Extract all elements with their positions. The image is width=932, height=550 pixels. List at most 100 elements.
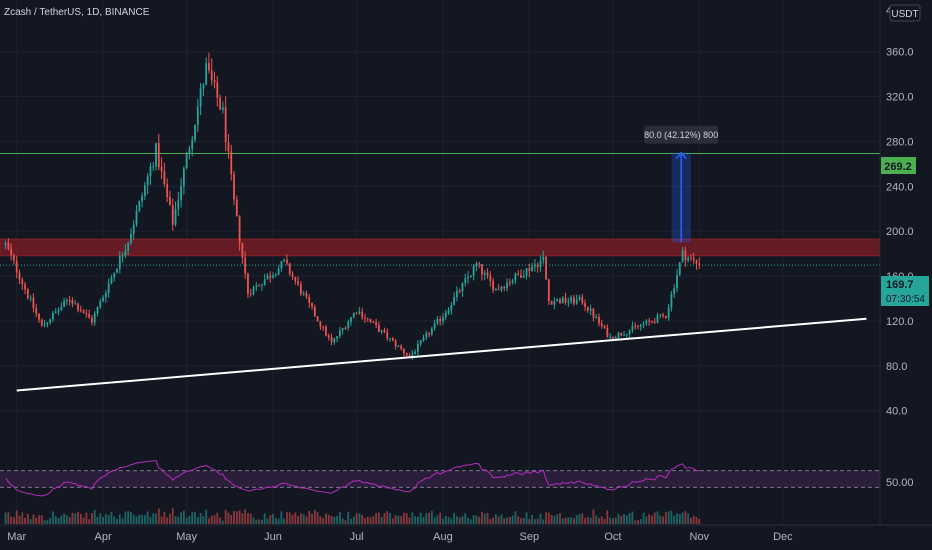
volume-bar bbox=[102, 516, 104, 524]
volume-bar bbox=[194, 512, 196, 524]
candle-body bbox=[467, 277, 469, 279]
volume-bar bbox=[238, 510, 241, 524]
resistance-zone[interactable] bbox=[0, 238, 881, 257]
candle-body bbox=[13, 255, 15, 261]
candle-body bbox=[319, 321, 322, 327]
candle-body bbox=[692, 257, 695, 260]
candle-body bbox=[433, 323, 436, 329]
volume-bar bbox=[277, 518, 280, 524]
price-axis[interactable]: 40.080.0120.0160.0200.0240.0280.0320.036… bbox=[886, 47, 914, 418]
volume-bar bbox=[598, 517, 600, 524]
candle-body bbox=[10, 249, 13, 256]
volume-bar bbox=[417, 516, 419, 524]
volume-bar bbox=[595, 515, 598, 524]
volume-bar bbox=[414, 516, 417, 524]
volume-bar bbox=[322, 517, 325, 524]
candle-body bbox=[333, 338, 336, 343]
candle-body bbox=[673, 288, 676, 294]
volume-bar bbox=[670, 510, 673, 524]
volume-bar bbox=[107, 515, 110, 524]
volume-bar bbox=[581, 513, 584, 524]
volume-bar bbox=[54, 515, 57, 524]
candle-body bbox=[414, 351, 417, 354]
volume-bar bbox=[169, 513, 171, 524]
x-tick-label: May bbox=[176, 531, 197, 543]
volume-bar bbox=[461, 516, 464, 524]
candle-body bbox=[503, 286, 506, 289]
candle-body bbox=[489, 275, 492, 281]
candle-body bbox=[210, 70, 213, 81]
x-tick-label: Oct bbox=[604, 531, 621, 543]
candle-body bbox=[520, 274, 522, 278]
candle-body bbox=[191, 139, 194, 150]
volume-bar bbox=[132, 514, 135, 524]
currency-badge-bg[interactable] bbox=[889, 4, 921, 22]
volume-bar bbox=[573, 518, 575, 524]
volume-bar bbox=[545, 512, 547, 524]
volume-bar bbox=[15, 510, 18, 524]
volume-bar bbox=[620, 515, 623, 524]
candle-body bbox=[104, 293, 107, 298]
volume-bar bbox=[550, 515, 553, 524]
volume-bar bbox=[481, 511, 483, 524]
volume-bar bbox=[447, 516, 450, 524]
candle-body bbox=[219, 97, 221, 110]
volume-bar bbox=[678, 514, 681, 524]
candle-body bbox=[497, 289, 500, 291]
candle-body bbox=[637, 326, 639, 328]
volume-bar bbox=[556, 514, 559, 524]
volume-bar bbox=[575, 514, 578, 524]
volume-bar bbox=[531, 514, 534, 524]
currency-badge[interactable]: USDT bbox=[891, 9, 918, 20]
time-axis[interactable]: Mar Apr May Jun Jul Aug Sep Oct Nov Dec bbox=[7, 531, 793, 543]
volume-bar bbox=[486, 512, 489, 524]
x-tick-label: Jun bbox=[264, 531, 282, 543]
candle-body bbox=[141, 195, 143, 201]
candle-body bbox=[63, 301, 65, 308]
volume-bar bbox=[514, 511, 517, 524]
candle-body bbox=[397, 345, 400, 347]
candle-body bbox=[308, 297, 311, 303]
volume-bar bbox=[645, 516, 648, 524]
candle-body bbox=[85, 313, 88, 315]
candle-body bbox=[269, 275, 272, 278]
candle-body bbox=[656, 315, 659, 323]
volume-bar bbox=[358, 513, 361, 524]
trendline[interactable] bbox=[16, 317, 867, 392]
candle-body bbox=[188, 149, 191, 155]
candle-body bbox=[464, 278, 467, 283]
volume-bar bbox=[305, 516, 308, 524]
candle-body bbox=[528, 268, 531, 272]
candle-body bbox=[461, 282, 464, 292]
candle-body bbox=[539, 260, 542, 268]
volume-bar bbox=[32, 514, 35, 524]
volume-bar bbox=[121, 518, 124, 524]
volume-bar bbox=[442, 518, 444, 524]
measure-tool[interactable]: 80.0 (42.12%) 800 bbox=[644, 125, 718, 243]
candle-body bbox=[481, 264, 483, 275]
volume-bar bbox=[52, 511, 54, 524]
volume-bar bbox=[99, 513, 102, 524]
candle-body bbox=[648, 320, 651, 322]
volume-bar bbox=[127, 511, 130, 524]
volume-bar bbox=[405, 513, 408, 524]
candle-body bbox=[316, 316, 319, 322]
candle-body bbox=[124, 250, 127, 256]
volume-bar bbox=[7, 512, 10, 524]
candle-body bbox=[475, 263, 478, 267]
candle-body bbox=[486, 272, 489, 276]
candle-body bbox=[71, 300, 74, 304]
volume-bar bbox=[13, 517, 15, 524]
candle-body bbox=[60, 307, 63, 311]
candle-body bbox=[609, 336, 612, 338]
candle-body bbox=[386, 332, 389, 339]
volume-bar bbox=[263, 513, 266, 524]
volume-bar bbox=[642, 512, 645, 524]
candle-body bbox=[274, 274, 277, 276]
candle-body bbox=[375, 322, 378, 326]
candle-body bbox=[263, 279, 266, 286]
candle-body bbox=[244, 257, 247, 274]
volume-bar bbox=[299, 513, 302, 524]
candle-body bbox=[403, 348, 405, 354]
